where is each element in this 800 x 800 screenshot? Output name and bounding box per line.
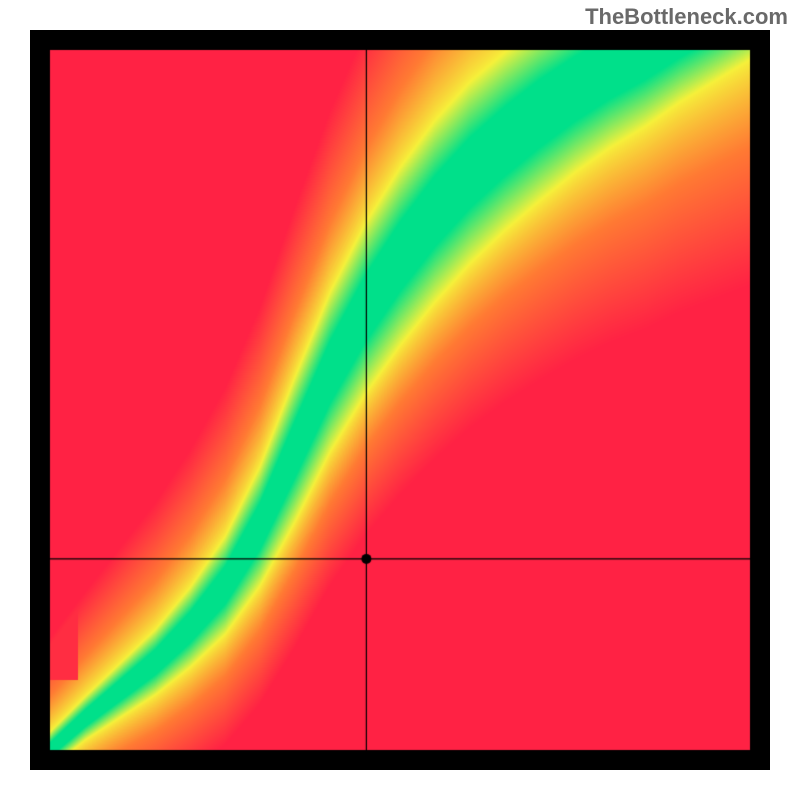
watermark-text: TheBottleneck.com bbox=[585, 4, 788, 30]
chart-frame bbox=[30, 30, 770, 770]
heatmap-canvas bbox=[30, 30, 770, 770]
chart-container: TheBottleneck.com bbox=[0, 0, 800, 800]
